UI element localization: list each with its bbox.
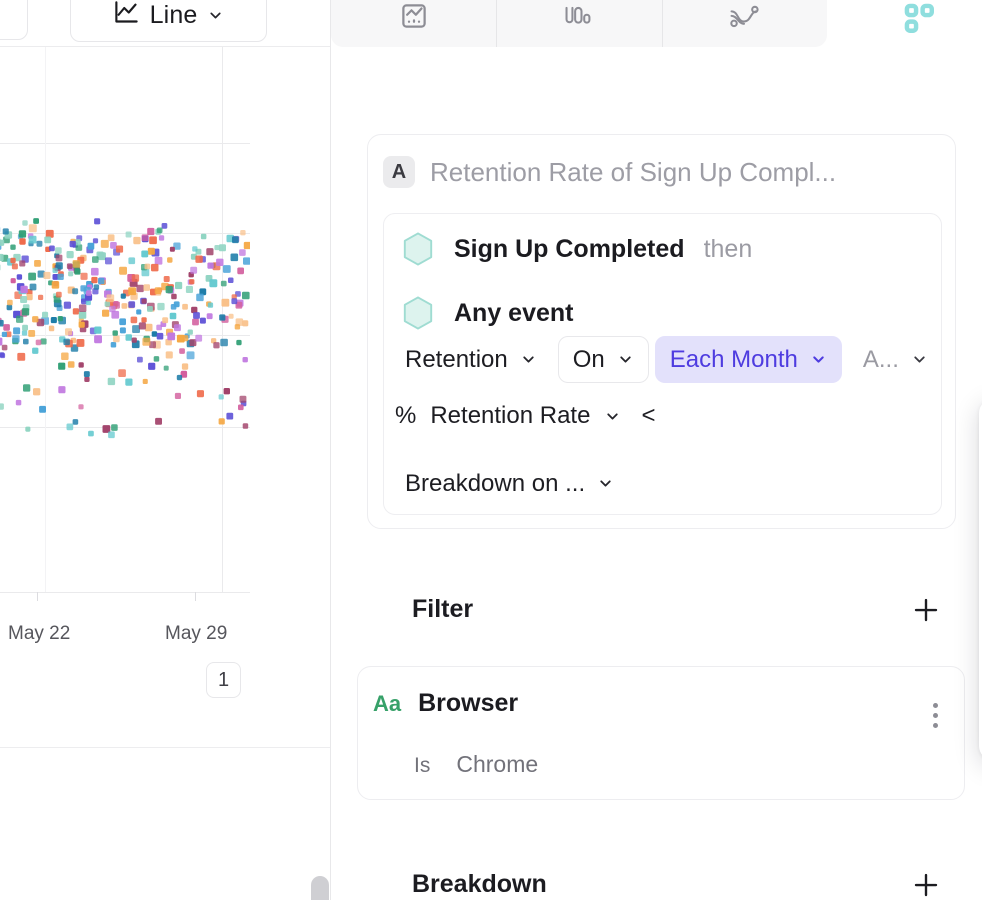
gridline — [0, 233, 250, 234]
filter-operator: Is — [414, 754, 431, 777]
text-type-icon: Aa — [373, 691, 402, 716]
mode-selector[interactable]: On — [557, 336, 649, 383]
breakdown-section-header: Breakdown — [367, 870, 956, 900]
breakdown-section-title: Breakdown — [412, 870, 547, 898]
gridline-top — [0, 143, 250, 144]
tab-retention[interactable] — [886, 0, 954, 44]
chart-toolbar: Line — [0, 0, 330, 47]
x-tick-mark — [195, 592, 196, 601]
metric-label[interactable]: Retention Rate — [430, 402, 591, 429]
granularity-dropdown-menu: Day Week Month Custom — [979, 399, 982, 760]
query-title-row[interactable]: A Retention Rate of Sign Up Compl... — [383, 156, 836, 188]
percent-icon: % — [395, 402, 417, 429]
flow-path-icon — [727, 3, 761, 31]
chart-canvas: May 22 May 29 — [0, 47, 250, 747]
chevron-down-icon — [810, 351, 827, 368]
line-chart-icon — [113, 0, 140, 31]
toolbar-divider — [0, 46, 330, 47]
measure-label: Retention — [405, 345, 508, 373]
chevron-down-icon — [911, 351, 928, 368]
query-letter-badge: A — [383, 156, 415, 188]
plus-icon — [911, 595, 941, 630]
query-title: Retention Rate of Sign Up Compl... — [430, 156, 837, 187]
kebab-menu-icon[interactable] — [920, 695, 950, 735]
query-definition-card: A Retention Rate of Sign Up Compl... Sig… — [367, 134, 956, 529]
kebab-dot — [932, 712, 938, 718]
chevron-down-icon — [617, 351, 634, 368]
kebab-dot — [932, 722, 938, 728]
filter-row-card: Aa Browser Is Chrome — [357, 666, 965, 800]
query-builder-panel: A Retention Rate of Sign Up Compl... Sig… — [331, 0, 982, 900]
chevron-down-icon — [520, 351, 537, 368]
tab-insights[interactable] — [331, 0, 496, 47]
gridline — [0, 335, 250, 336]
x-tick-label: May 29 — [165, 623, 228, 644]
filter-section-title: Filter — [412, 595, 474, 623]
event-name: Any event — [454, 298, 574, 327]
add-filter-button[interactable] — [906, 592, 946, 632]
funnel-bars-icon — [562, 3, 596, 31]
metric-row: % Retention Rate < — [395, 402, 655, 430]
comparator-label[interactable]: < — [641, 402, 656, 429]
plus-icon — [911, 870, 941, 900]
add-breakdown-button[interactable] — [906, 867, 946, 900]
chevron-down-icon — [207, 7, 224, 24]
event-suffix: then — [703, 234, 753, 263]
measure-selector[interactable]: Retention — [390, 336, 552, 383]
analysis-type-tabs — [331, 0, 827, 47]
breakdown-on-selector[interactable]: Breakdown on ... — [390, 460, 629, 507]
chevron-down-icon — [597, 475, 614, 492]
x-tick-mark — [37, 592, 38, 601]
kebab-dot — [932, 702, 938, 708]
retention-dots-icon — [903, 2, 937, 41]
mode-label: On — [572, 345, 605, 373]
x-tick-label: May 22 — [8, 623, 71, 644]
filter-property-name: Browser — [418, 689, 519, 717]
vertical-scrollbar-thumb[interactable] — [311, 876, 329, 900]
chart-type-label: Line — [149, 0, 198, 29]
filter-property-row[interactable]: Aa Browser — [373, 689, 518, 718]
events-container: Sign Up Completed then Any event Retenti… — [383, 213, 942, 515]
event-row[interactable]: Any event — [401, 295, 573, 331]
aggregation-selector[interactable]: A... — [848, 336, 943, 383]
gridline — [0, 427, 250, 428]
panel-collapse-button[interactable] — [0, 0, 28, 40]
chart-type-selector[interactable]: Line — [70, 0, 267, 42]
granularity-label: Each Month — [669, 345, 798, 373]
granularity-selector[interactable]: Each Month — [654, 336, 842, 383]
chart-panel: Line May 22 — [0, 0, 331, 900]
filter-value: Chrome — [456, 751, 539, 777]
chart-board-icon — [399, 1, 429, 31]
aggregation-label: A... — [862, 345, 899, 373]
hexagon-icon — [401, 231, 435, 267]
tab-paths[interactable] — [661, 0, 827, 47]
measure-controls-row: Retention On Each Month — [390, 336, 943, 383]
hexagon-icon — [401, 295, 435, 331]
event-row[interactable]: Sign Up Completed then — [401, 231, 752, 267]
event-name: Sign Up Completed — [454, 234, 685, 263]
breakdown-on-label: Breakdown on ... — [405, 469, 586, 497]
panel-divider — [0, 747, 330, 748]
filter-section-header: Filter — [367, 595, 956, 631]
scatter-points — [0, 218, 250, 439]
chevron-down-icon — [0, 6, 2, 23]
gridline-axis — [0, 592, 250, 593]
filter-condition-row[interactable]: Is Chrome — [414, 751, 538, 778]
chart-plot-area[interactable]: May 22 May 29 — [0, 47, 330, 747]
chevron-down-icon[interactable] — [604, 408, 621, 425]
page-number-badge[interactable]: 1 — [206, 662, 241, 698]
tab-funnel[interactable] — [496, 0, 661, 47]
